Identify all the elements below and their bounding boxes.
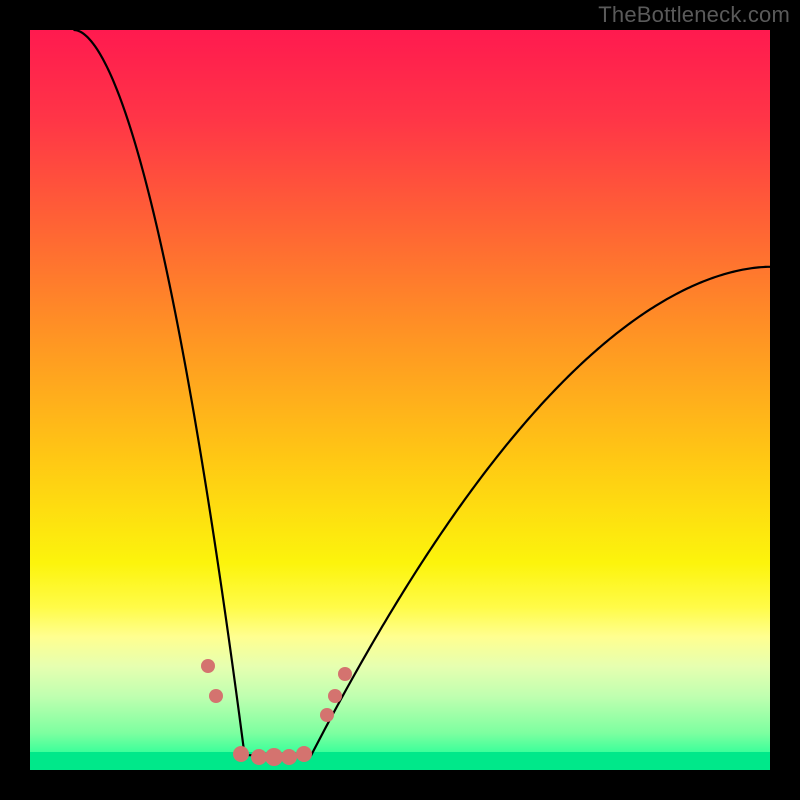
- watermark-text: TheBottleneck.com: [598, 2, 790, 28]
- curve-marker: [233, 746, 249, 762]
- curve-markers-layer: [30, 30, 770, 770]
- curve-marker: [320, 708, 334, 722]
- curve-marker: [281, 749, 297, 765]
- curve-marker: [296, 746, 312, 762]
- curve-marker: [328, 689, 342, 703]
- curve-marker: [201, 659, 215, 673]
- curve-marker: [338, 667, 352, 681]
- curve-marker: [209, 689, 223, 703]
- plot-area: [30, 30, 770, 770]
